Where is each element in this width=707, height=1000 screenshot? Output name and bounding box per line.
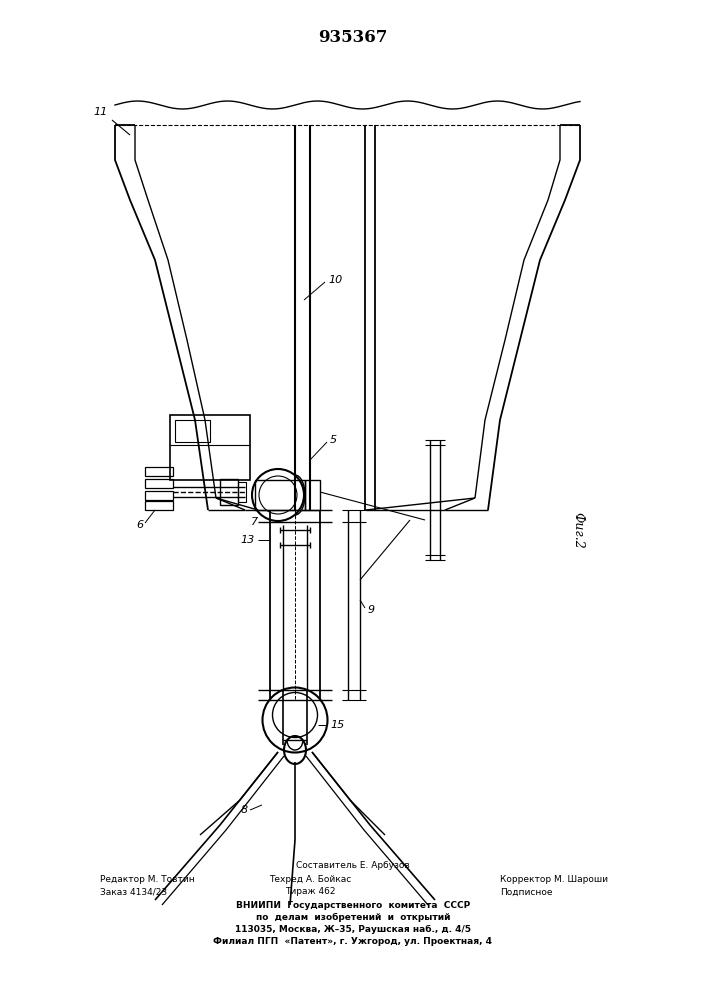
Bar bbox=[305, 480, 320, 510]
Bar bbox=[170, 415, 250, 480]
Text: 7: 7 bbox=[252, 517, 259, 527]
Text: Филиал ПГП  «Патент», г. Ужгород, ул. Проектная, 4: Филиал ПГП «Патент», г. Ужгород, ул. Про… bbox=[214, 936, 493, 946]
Text: Подписное: Подписное bbox=[500, 888, 552, 896]
Bar bbox=[145, 467, 173, 476]
Text: 13: 13 bbox=[241, 535, 255, 545]
Text: 6: 6 bbox=[136, 520, 143, 530]
Text: 10: 10 bbox=[328, 275, 342, 285]
Bar bbox=[145, 501, 173, 510]
Bar bbox=[175, 420, 210, 442]
Text: 8: 8 bbox=[241, 805, 248, 815]
Text: Редактор М. Товтин: Редактор М. Товтин bbox=[100, 874, 194, 884]
Text: по  делам  изобретений  и  открытий: по делам изобретений и открытий bbox=[256, 912, 450, 922]
Text: 935367: 935367 bbox=[318, 28, 387, 45]
Bar bbox=[145, 491, 173, 500]
Text: Техред А. Бойкас: Техред А. Бойкас bbox=[269, 874, 351, 884]
Text: 11: 11 bbox=[94, 107, 108, 117]
Bar bbox=[145, 479, 173, 488]
Text: 15: 15 bbox=[330, 720, 344, 730]
Text: 113035, Москва, Ж–35, Раушская наб., д. 4/5: 113035, Москва, Ж–35, Раушская наб., д. … bbox=[235, 924, 471, 934]
Bar bbox=[255, 480, 305, 510]
Text: Заказ 4134/23: Заказ 4134/23 bbox=[100, 888, 167, 896]
Text: 5: 5 bbox=[330, 435, 337, 445]
Text: ВНИИПИ  Государственного  комитета  СССР: ВНИИПИ Государственного комитета СССР bbox=[236, 900, 470, 910]
Text: Тираж 462: Тираж 462 bbox=[285, 888, 335, 896]
Text: Фиг.2: Фиг.2 bbox=[571, 512, 585, 548]
Text: Составитель Е. Арбузов: Составитель Е. Арбузов bbox=[296, 860, 410, 869]
Text: 9: 9 bbox=[368, 605, 375, 615]
Bar bbox=[238, 482, 246, 502]
Bar bbox=[220, 479, 238, 505]
Text: Корректор М. Шароши: Корректор М. Шароши bbox=[500, 874, 608, 884]
